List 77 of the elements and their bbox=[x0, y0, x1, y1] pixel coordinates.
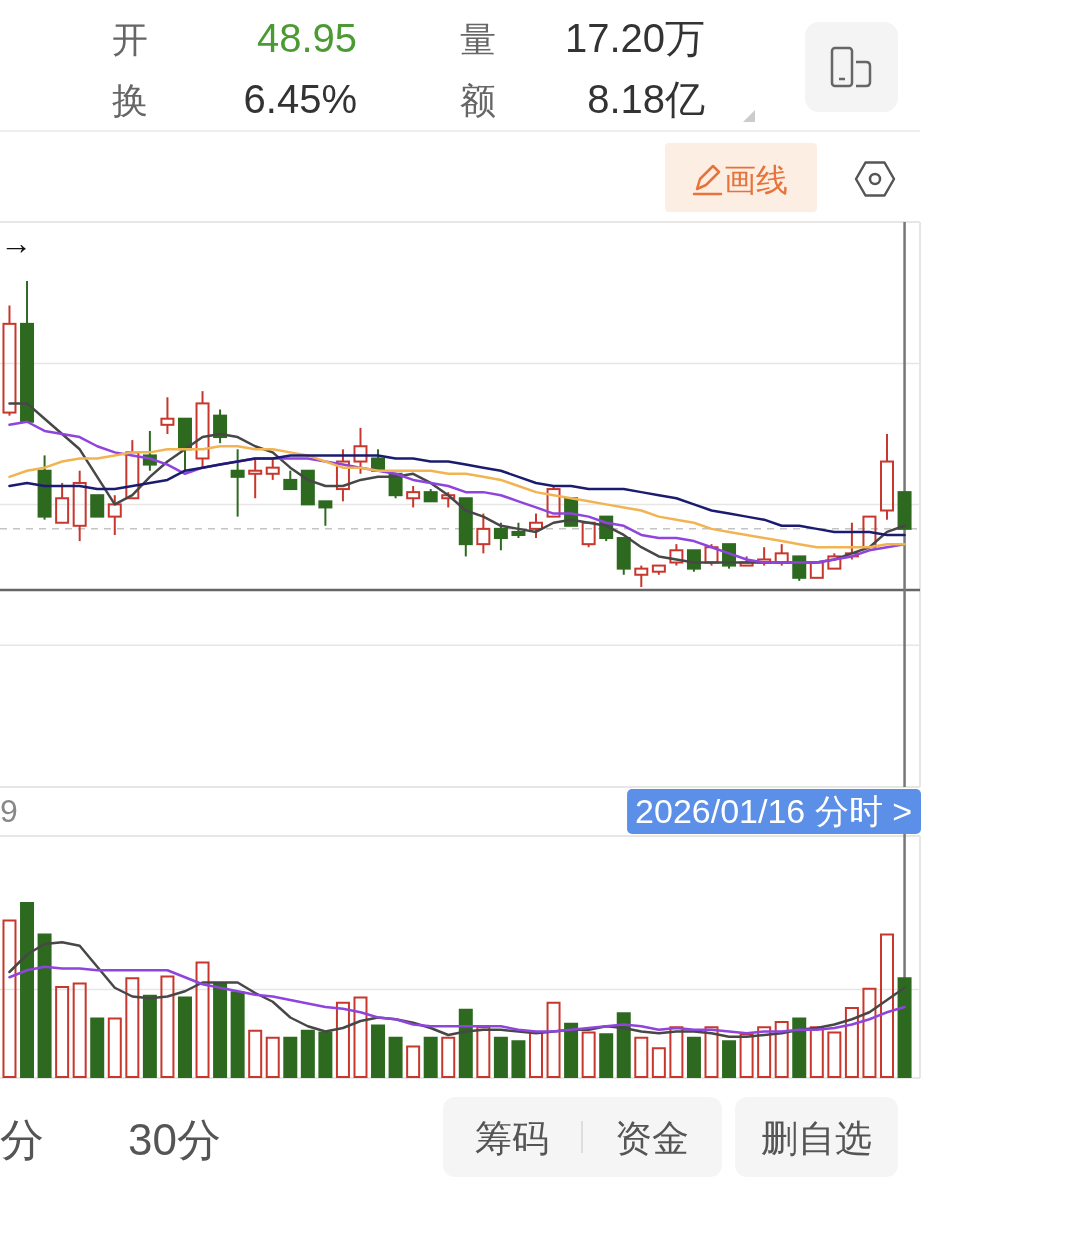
bar bbox=[283, 1036, 298, 1078]
bar bbox=[458, 1008, 473, 1078]
bar bbox=[827, 1031, 842, 1078]
text: 资金 bbox=[615, 1118, 689, 1159]
bar bbox=[177, 996, 192, 1078]
candlestick bbox=[862, 515, 877, 549]
text: 额 bbox=[460, 80, 496, 121]
bar bbox=[616, 1012, 631, 1078]
bar bbox=[353, 996, 368, 1078]
text: 30分 bbox=[128, 1115, 221, 1164]
bar bbox=[476, 1026, 491, 1078]
bar bbox=[897, 977, 912, 1078]
bar bbox=[160, 975, 175, 1078]
bar bbox=[107, 1017, 122, 1078]
bar bbox=[388, 1036, 403, 1078]
bar bbox=[318, 1031, 333, 1078]
bar bbox=[72, 982, 87, 1078]
bar bbox=[528, 1031, 543, 1078]
bar bbox=[371, 1024, 386, 1078]
text: 17.20万 bbox=[564, 16, 705, 60]
bar bbox=[300, 1029, 315, 1078]
bar bbox=[634, 1036, 649, 1078]
bar bbox=[792, 1017, 807, 1078]
text: 48.95 bbox=[256, 16, 357, 60]
text: 9 bbox=[0, 793, 18, 829]
bar bbox=[406, 1045, 421, 1078]
bar bbox=[546, 1001, 561, 1078]
bar bbox=[441, 1036, 456, 1078]
bar bbox=[142, 994, 157, 1078]
text: → bbox=[0, 225, 32, 261]
candlestick bbox=[90, 494, 105, 518]
bar bbox=[844, 1007, 859, 1078]
bar bbox=[265, 1036, 280, 1078]
candlestick bbox=[283, 469, 298, 491]
bar bbox=[599, 1033, 614, 1078]
bar bbox=[125, 977, 140, 1078]
text: 8.18亿 bbox=[587, 77, 705, 121]
bar bbox=[213, 982, 228, 1078]
text: 6.45% bbox=[243, 77, 357, 121]
bar bbox=[774, 1021, 789, 1078]
bar bbox=[862, 987, 877, 1078]
bar bbox=[651, 1047, 666, 1078]
candlestick bbox=[125, 439, 140, 500]
bar bbox=[37, 933, 52, 1078]
bar bbox=[722, 1040, 737, 1078]
text: 换 bbox=[112, 80, 148, 121]
bar bbox=[195, 961, 210, 1078]
bar bbox=[704, 1026, 719, 1078]
bar bbox=[20, 902, 35, 1078]
candlestick bbox=[230, 448, 245, 518]
bar bbox=[686, 1036, 701, 1078]
bar bbox=[335, 1001, 350, 1078]
text: 开 bbox=[112, 19, 148, 60]
bar bbox=[564, 1022, 579, 1078]
button-draw: 画线 bbox=[665, 143, 817, 212]
bar bbox=[55, 986, 70, 1078]
bar bbox=[423, 1036, 438, 1078]
bar bbox=[880, 933, 895, 1078]
bar bbox=[511, 1040, 526, 1078]
bar bbox=[248, 1029, 263, 1078]
candlestick bbox=[72, 469, 87, 543]
bar bbox=[739, 1033, 754, 1078]
bar bbox=[757, 1026, 772, 1078]
bar bbox=[90, 1017, 105, 1078]
bar bbox=[493, 1036, 508, 1078]
text: 量 bbox=[460, 19, 496, 60]
candlestick bbox=[809, 561, 824, 579]
button: 删自选 bbox=[735, 1097, 898, 1177]
bar bbox=[809, 1026, 824, 1078]
crosshair-date-label: 2026/01/16 分时 > bbox=[627, 789, 921, 834]
candlestick bbox=[493, 521, 508, 552]
candlestick bbox=[318, 500, 333, 527]
bar bbox=[581, 1031, 596, 1078]
text: 分 bbox=[0, 1115, 44, 1164]
bar bbox=[669, 1026, 684, 1078]
bar bbox=[230, 991, 245, 1078]
bar bbox=[2, 919, 17, 1078]
